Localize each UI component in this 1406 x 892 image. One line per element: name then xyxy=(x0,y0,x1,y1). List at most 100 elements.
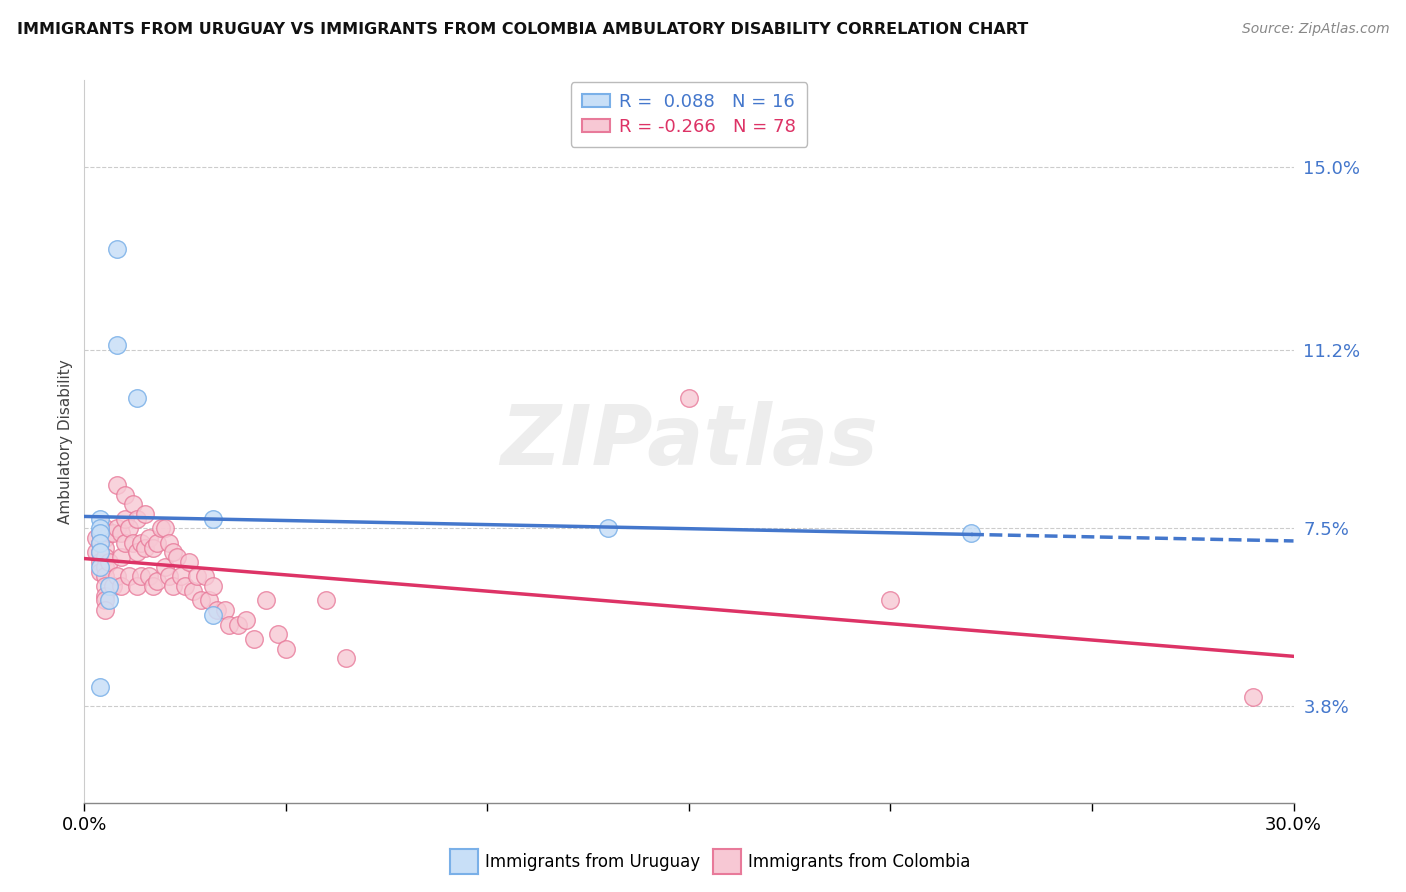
Point xyxy=(93,593,115,607)
Point xyxy=(125,511,148,525)
Point xyxy=(93,531,115,545)
Point xyxy=(110,579,132,593)
Point xyxy=(235,613,257,627)
Point xyxy=(153,559,176,574)
Point xyxy=(97,555,120,569)
Point xyxy=(207,603,229,617)
Point xyxy=(254,593,277,607)
Point xyxy=(162,579,184,593)
Point xyxy=(93,569,115,583)
Point xyxy=(678,391,700,405)
Point xyxy=(194,569,217,583)
Point xyxy=(214,603,236,617)
Point xyxy=(202,607,225,622)
Point xyxy=(879,593,901,607)
Point xyxy=(89,526,111,541)
Point xyxy=(166,550,188,565)
Point xyxy=(129,569,152,583)
Point xyxy=(142,541,165,555)
Point xyxy=(153,521,176,535)
Point xyxy=(149,521,172,535)
Point xyxy=(89,521,111,535)
Point xyxy=(138,569,160,583)
Point xyxy=(110,526,132,541)
Point xyxy=(267,627,290,641)
Point xyxy=(105,521,128,535)
Point xyxy=(89,680,111,694)
Text: Immigrants from Colombia: Immigrants from Colombia xyxy=(748,853,970,871)
Point xyxy=(93,579,115,593)
Point xyxy=(315,593,337,607)
Point xyxy=(89,526,111,541)
Point xyxy=(125,391,148,405)
Point xyxy=(146,535,169,549)
Point xyxy=(242,632,264,646)
Point xyxy=(105,569,128,583)
Point xyxy=(89,545,111,559)
Y-axis label: Ambulatory Disability: Ambulatory Disability xyxy=(58,359,73,524)
Point xyxy=(186,569,208,583)
Point xyxy=(93,559,115,574)
Point xyxy=(157,569,180,583)
Text: Source: ZipAtlas.com: Source: ZipAtlas.com xyxy=(1241,22,1389,37)
Point xyxy=(97,579,120,593)
Point xyxy=(598,521,620,535)
Legend: R =  0.088   N = 16, R = -0.266   N = 78: R = 0.088 N = 16, R = -0.266 N = 78 xyxy=(571,82,807,147)
Point xyxy=(174,579,197,593)
Point xyxy=(89,535,111,549)
Point xyxy=(134,507,156,521)
Text: IMMIGRANTS FROM URUGUAY VS IMMIGRANTS FROM COLOMBIA AMBULATORY DISABILITY CORREL: IMMIGRANTS FROM URUGUAY VS IMMIGRANTS FR… xyxy=(17,22,1028,37)
Point xyxy=(202,579,225,593)
Point xyxy=(190,593,212,607)
Point xyxy=(202,511,225,525)
Point xyxy=(960,526,983,541)
Point xyxy=(97,526,120,541)
Point xyxy=(101,526,124,541)
Point xyxy=(179,555,201,569)
Point xyxy=(89,545,111,559)
Point xyxy=(181,583,204,598)
Point xyxy=(97,593,120,607)
Point xyxy=(89,559,111,574)
Point xyxy=(335,651,357,665)
Point xyxy=(86,531,108,545)
Point xyxy=(93,521,115,535)
Point xyxy=(105,478,128,492)
Point xyxy=(129,535,152,549)
Point xyxy=(110,550,132,565)
Point xyxy=(93,603,115,617)
Point xyxy=(134,541,156,555)
Point xyxy=(93,550,115,565)
Point xyxy=(125,545,148,559)
Point xyxy=(157,535,180,549)
Point xyxy=(198,593,221,607)
Point xyxy=(93,541,115,555)
Point xyxy=(89,511,111,525)
Point xyxy=(162,545,184,559)
Point xyxy=(89,555,111,569)
Point xyxy=(218,617,240,632)
Point xyxy=(86,545,108,559)
Point xyxy=(101,579,124,593)
Point xyxy=(118,521,141,535)
Point xyxy=(89,565,111,579)
Point xyxy=(105,242,128,256)
Point xyxy=(93,589,115,603)
Point xyxy=(274,641,297,656)
Point xyxy=(170,569,193,583)
Point xyxy=(121,497,143,511)
Point xyxy=(226,617,249,632)
Point xyxy=(121,535,143,549)
Point xyxy=(114,511,136,525)
Point xyxy=(114,487,136,501)
Point xyxy=(105,338,128,352)
Point xyxy=(1241,690,1264,704)
Point xyxy=(138,531,160,545)
Point xyxy=(142,579,165,593)
Point xyxy=(118,569,141,583)
Point xyxy=(89,535,111,549)
Point xyxy=(114,535,136,549)
Point xyxy=(146,574,169,589)
Point xyxy=(125,579,148,593)
Text: Immigrants from Uruguay: Immigrants from Uruguay xyxy=(485,853,700,871)
